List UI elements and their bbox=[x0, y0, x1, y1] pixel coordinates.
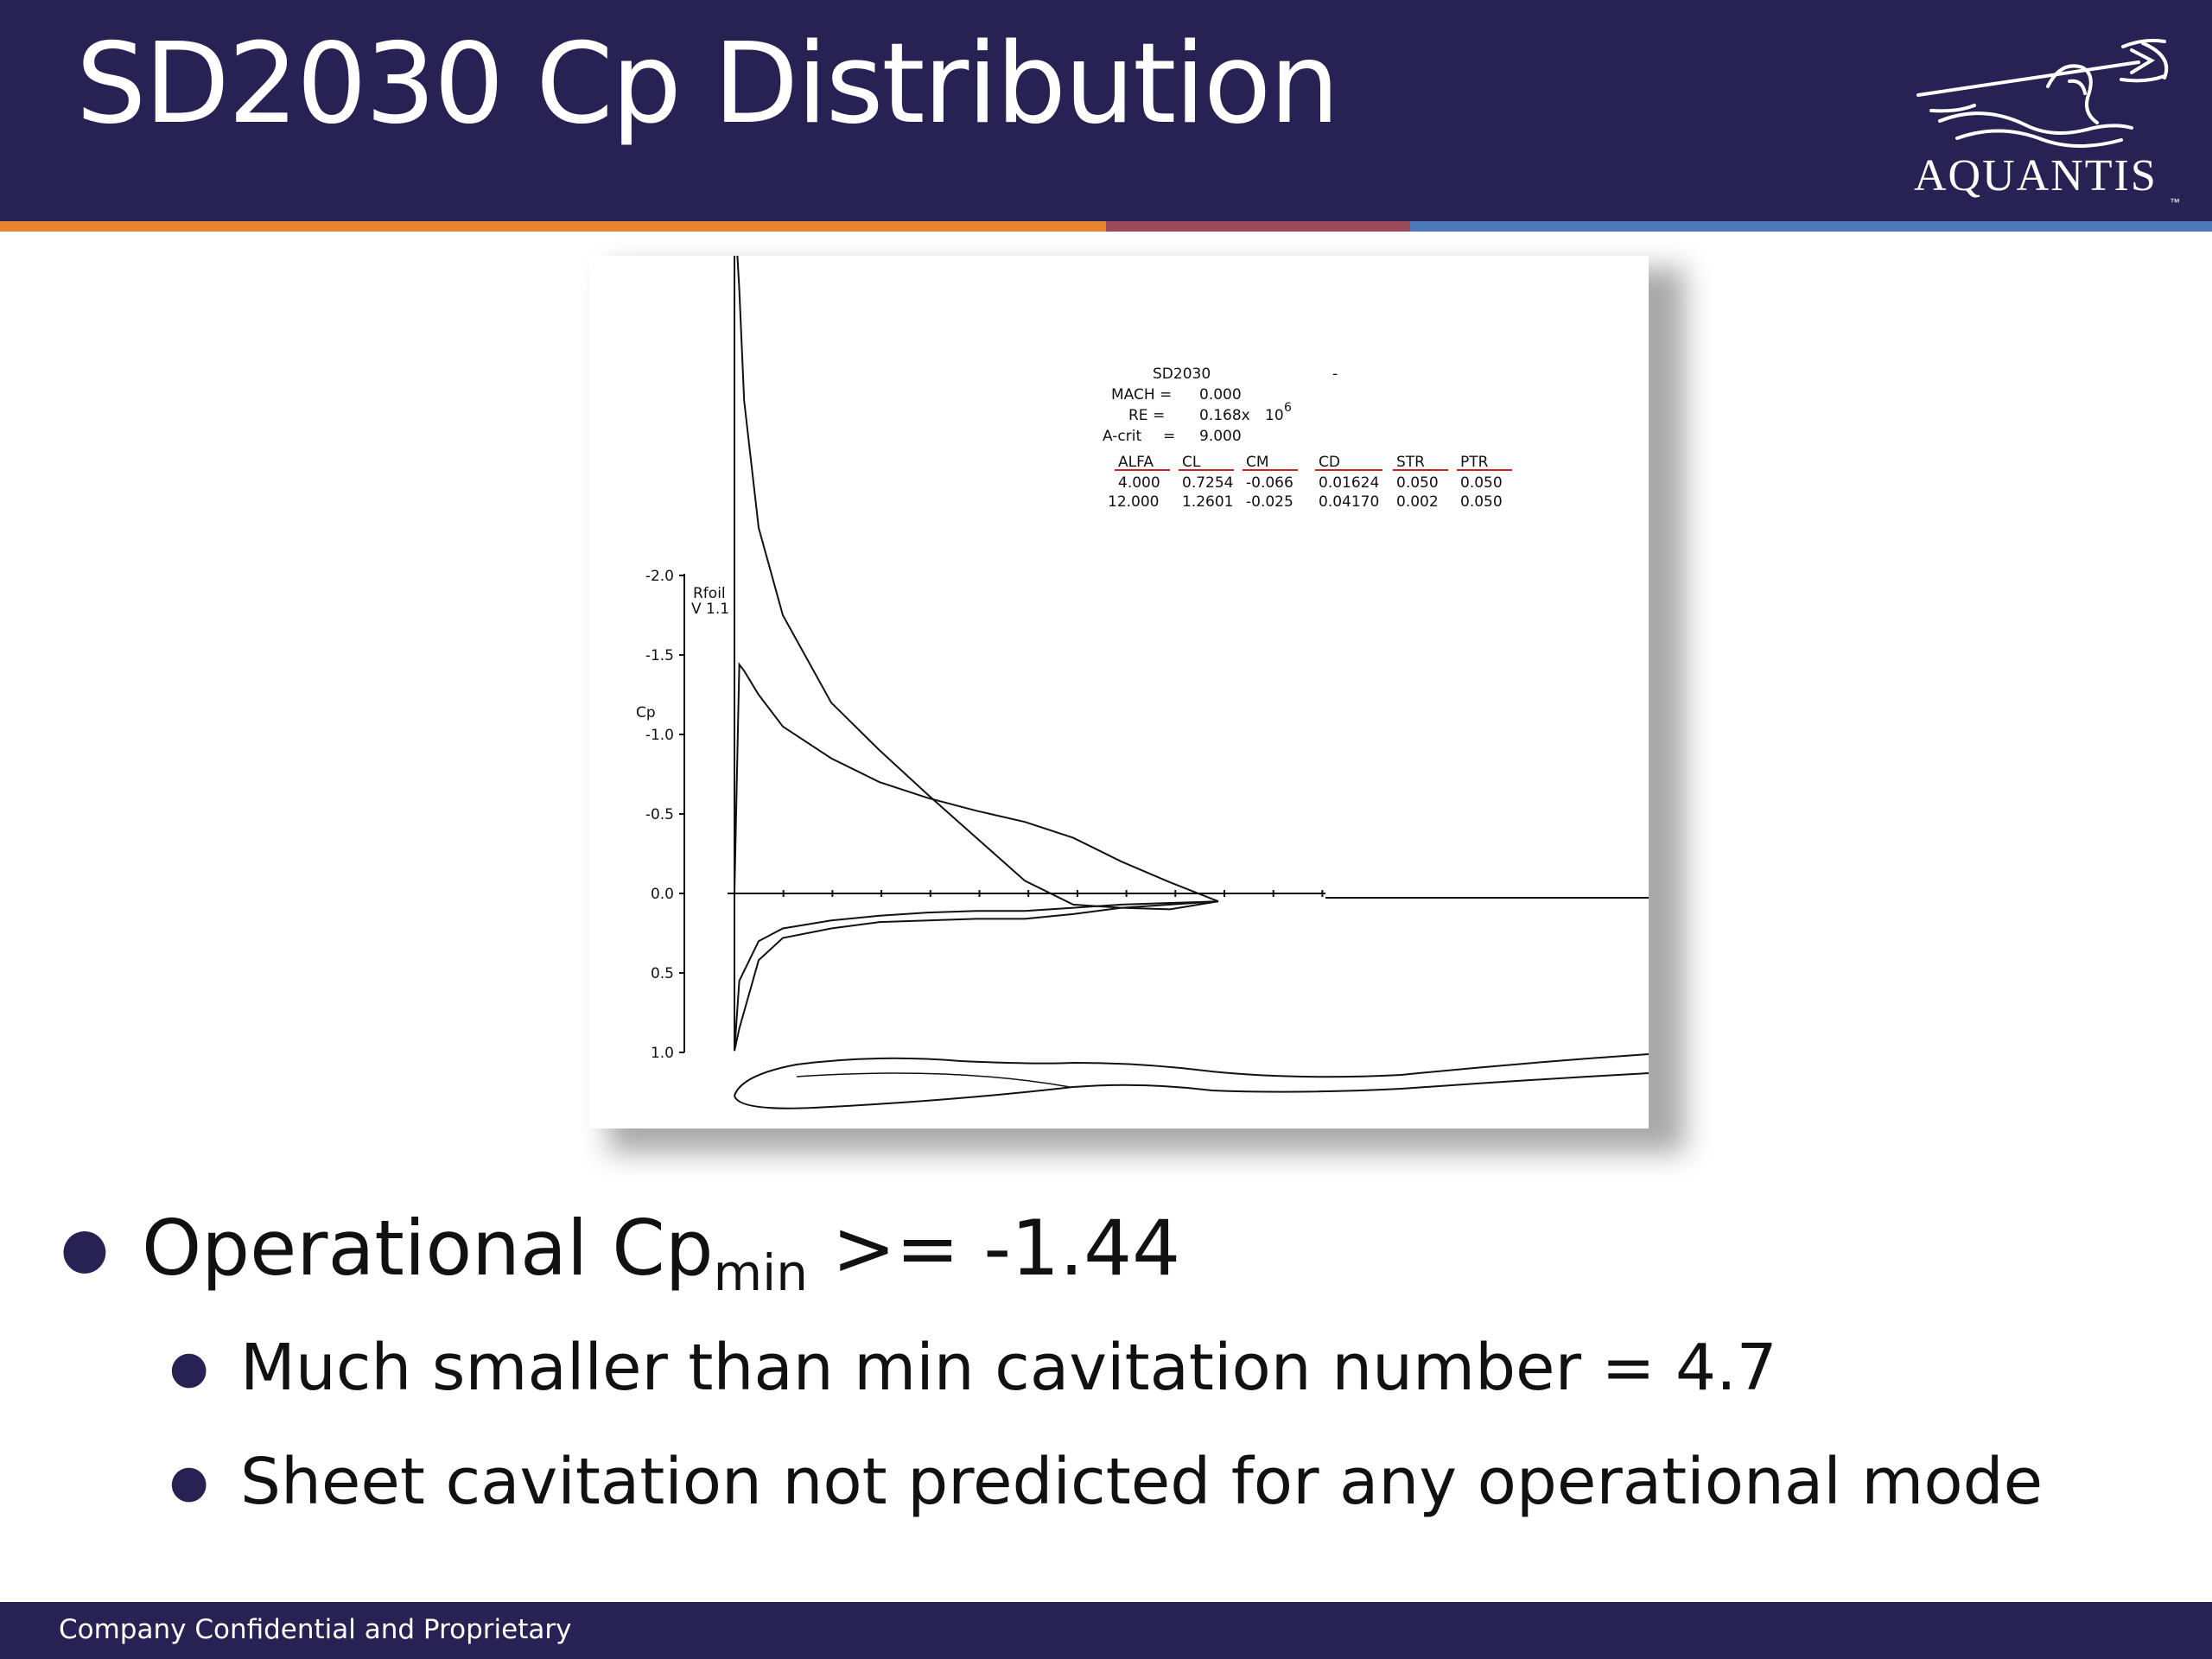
accent-stripe-red bbox=[1106, 221, 1410, 232]
title-dash: - bbox=[1332, 365, 1338, 383]
table-header-cd: CD bbox=[1319, 454, 1340, 471]
bullet-subscript: min bbox=[713, 1243, 808, 1302]
cp-axis-label: Cp bbox=[636, 704, 656, 721]
bullet-dot: ● bbox=[169, 1342, 209, 1394]
table-cell: 0.7254 bbox=[1182, 474, 1233, 492]
y-tick-label: -0.5 bbox=[645, 806, 674, 823]
airfoil-upper-surface bbox=[734, 1053, 1649, 1096]
aquantis-logo: AQUANTIS ™ bbox=[1914, 38, 2180, 207]
table-header-cl: CL bbox=[1182, 454, 1201, 471]
y-tick-label: 1.0 bbox=[651, 1045, 674, 1062]
y-tick-label: -1.5 bbox=[645, 647, 674, 664]
bullet-text: Operational Cpmin >= -1.44 bbox=[142, 1192, 1180, 1329]
table-header-cm: CM bbox=[1246, 454, 1269, 471]
accent-stripe-blue bbox=[1410, 221, 2212, 232]
y-tick-label: -1.0 bbox=[645, 727, 674, 744]
bullet-dot: ● bbox=[169, 1456, 209, 1508]
re-exp: 6 bbox=[1284, 401, 1292, 415]
airfoil-name: SD2030 bbox=[1153, 365, 1211, 383]
y-tick-label: -2.0 bbox=[645, 568, 674, 585]
table-cell: 0.04170 bbox=[1319, 493, 1379, 511]
acrit-value: 9.000 bbox=[1199, 428, 1242, 445]
bullet-text-main: Operational Cp bbox=[142, 1204, 714, 1293]
re-value: 0.168x bbox=[1199, 407, 1250, 424]
y-tick-label: 0.0 bbox=[651, 886, 674, 903]
table-cell: 4.000 bbox=[1118, 474, 1160, 492]
table-header-str: STR bbox=[1396, 454, 1425, 471]
cp-curve-alpha-4-lower bbox=[734, 900, 1219, 1052]
table-cell: 0.002 bbox=[1396, 493, 1439, 511]
slide-title: SD2030 Cp Distribution bbox=[76, 20, 1339, 149]
cp-curve-alpha-12-upper bbox=[736, 256, 1219, 911]
slide-footer: Company Confidential and Proprietary bbox=[0, 1602, 2212, 1659]
re-exp-base: 10 bbox=[1265, 407, 1284, 424]
accent-stripe-orange bbox=[0, 221, 1106, 232]
cp-distribution-figure: -2.0 -1.5 -1.0 -0.5 0.0 0.5 1.0 SD2030 - MACH … bbox=[589, 256, 1649, 1128]
table-cell: 0.01624 bbox=[1319, 474, 1379, 492]
cp-curve-alpha-4-upper bbox=[734, 662, 1219, 903]
logo-tm: ™ bbox=[2170, 196, 2180, 207]
bullet-dot: ● bbox=[60, 1217, 109, 1281]
logo-text: AQUANTIS bbox=[1914, 151, 2158, 200]
table-header-alfa: ALFA bbox=[1118, 454, 1154, 471]
airfoil-lower-surface bbox=[734, 1072, 1649, 1109]
bullet-text-tail: >= -1.44 bbox=[807, 1204, 1181, 1293]
bullet-text: Sheet cavitation not predicted for any o… bbox=[240, 1445, 2044, 1519]
program-name: Rfoil bbox=[693, 585, 726, 602]
table-cell: -0.025 bbox=[1246, 493, 1294, 511]
table-cell: 12.000 bbox=[1108, 493, 1159, 511]
acrit-label: A-crit bbox=[1103, 428, 1141, 445]
slide-header: SD2030 Cp Distribution AQUANTIS ™ bbox=[0, 0, 2212, 221]
mach-value: 0.000 bbox=[1199, 386, 1242, 404]
table-cell: 0.050 bbox=[1460, 474, 1503, 492]
mach-label: MACH = bbox=[1111, 386, 1172, 404]
table-header-ptr: PTR bbox=[1460, 454, 1489, 471]
table-cell: 0.050 bbox=[1396, 474, 1439, 492]
table-cell: -0.066 bbox=[1246, 474, 1294, 492]
table-cell: 1.2601 bbox=[1182, 493, 1233, 511]
y-tick-label: 0.5 bbox=[651, 965, 674, 982]
footer-text: Company Confidential and Proprietary bbox=[59, 1614, 572, 1645]
re-label: RE = bbox=[1128, 407, 1165, 424]
bullet-text: Much smaller than min cavitation number … bbox=[240, 1331, 1777, 1405]
airfoil-camber-line bbox=[796, 1072, 1071, 1088]
cp-curve-alpha-12-lower bbox=[734, 900, 1219, 1052]
acrit-eq: = bbox=[1163, 428, 1175, 445]
program-version: V 1.1 bbox=[691, 601, 729, 618]
cp-chart: -2.0 -1.5 -1.0 -0.5 0.0 0.5 1.0 SD2030 - MACH … bbox=[636, 256, 1649, 1109]
table-cell: 0.050 bbox=[1460, 493, 1503, 511]
